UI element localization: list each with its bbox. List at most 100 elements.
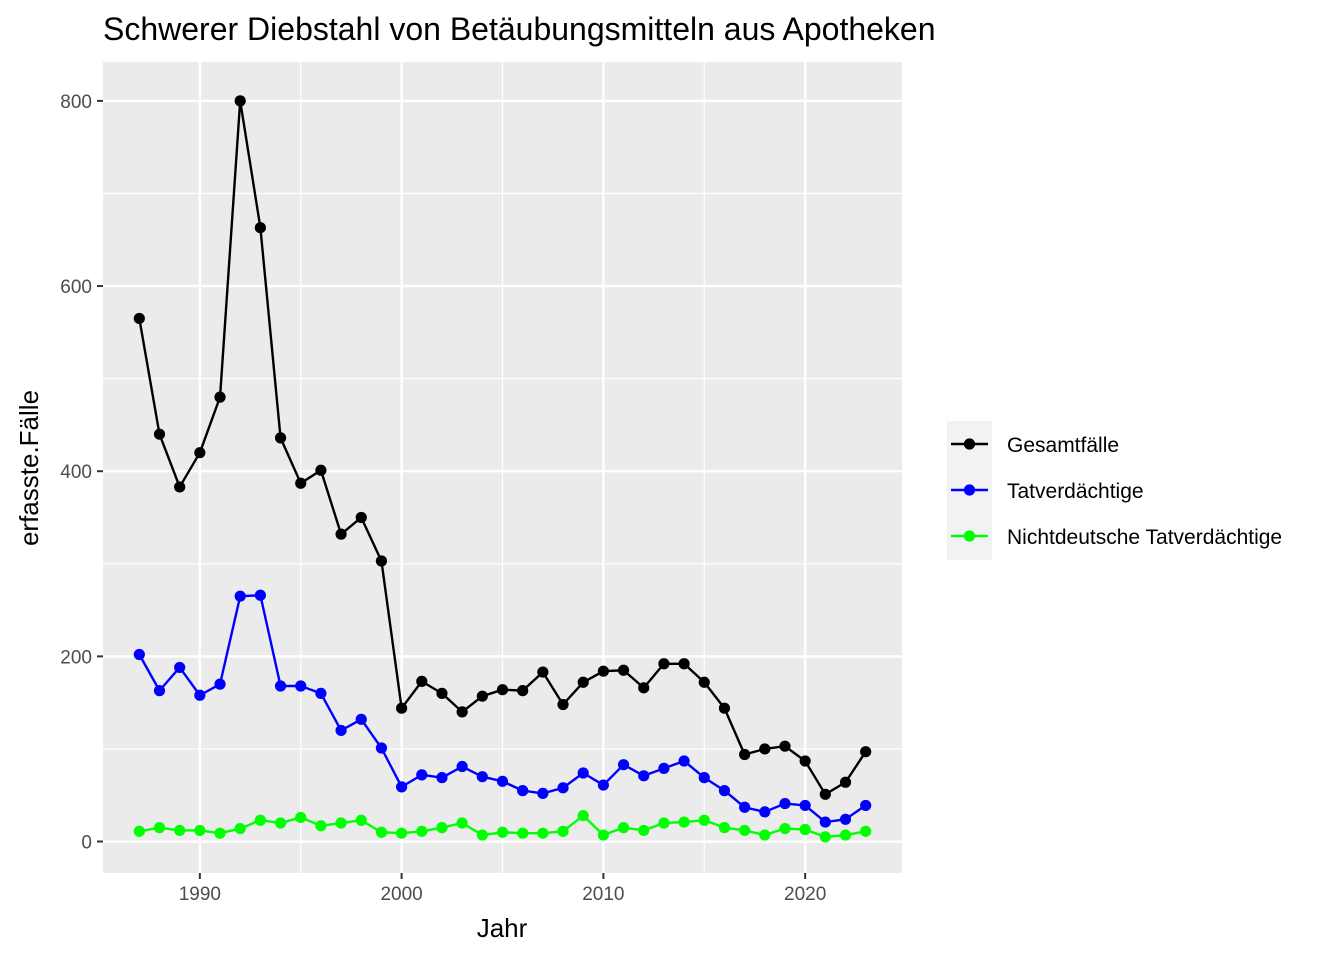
data-point [153,685,166,697]
data-point [779,740,791,752]
y-tick-label: 600 [60,277,92,298]
data-point [436,822,448,834]
data-point [517,685,529,697]
grid-major [103,62,902,873]
series-2 [133,810,872,843]
data-point [839,829,852,841]
data-point [799,755,811,767]
data-point [597,665,609,677]
data-point [698,772,710,784]
x-tick-label: 2010 [582,884,624,905]
data-point [638,682,650,694]
data-point [436,687,448,699]
legend-item: Nichtdeutsche Tatverdächtige [951,526,1282,549]
data-point [678,816,690,828]
series-0 [133,95,872,800]
data-point [416,675,428,687]
data-point [557,825,569,837]
data-point [597,829,609,841]
data-point [375,742,388,754]
data-point [295,811,307,824]
data-point [496,826,509,838]
data-point [658,817,670,829]
data-point [476,690,488,702]
data-point [739,801,751,813]
data-point [759,829,771,841]
grid-minor [98,62,902,873]
data-point [436,772,448,784]
data-point [718,702,731,714]
legend-label: Nichtdeutsche Tatverdächtige [1007,526,1282,549]
data-point [416,825,428,837]
y-axis-title: erfasste.Fälle [14,390,44,546]
data-point [194,447,206,459]
data-point [274,432,287,444]
x-tick-label: 2020 [784,884,826,905]
legend-key-point [963,438,976,450]
data-point [396,827,408,839]
data-point [779,822,791,835]
data-point [577,767,589,779]
data-point [537,787,549,799]
data-point [396,781,408,793]
data-point [638,770,650,782]
data-point [739,748,751,761]
data-point [133,825,145,837]
data-point [153,822,166,834]
y-tick-label: 200 [60,647,92,668]
data-point [839,776,852,788]
legend-item: Tatverdächtige [951,480,1144,503]
data-point [153,428,166,440]
data-point [456,706,468,718]
data-point [174,824,186,837]
data-point [174,481,186,493]
legend-label: Gesamtfälle [1007,434,1119,457]
data-point [315,687,327,699]
data-point [860,799,872,812]
legend-key-point [963,484,976,496]
data-point [577,676,589,688]
data-point [557,782,569,794]
data-point [315,820,327,832]
legend-label: Tatverdächtige [1007,480,1144,503]
data-point [678,755,690,767]
data-point [799,823,811,836]
x-axis-title: Jahr [477,913,528,943]
data-point [335,528,347,540]
data-point [577,810,589,822]
data-point [295,680,307,692]
chart-title: Schwerer Diebstahl von Betäubungsmitteln… [103,11,936,47]
data-point [759,806,771,818]
data-point [456,817,468,829]
y-tick-label: 800 [60,92,92,113]
data-point [355,713,367,725]
data-point [860,746,872,758]
data-point [617,664,630,676]
y-axis: 0 200 400 600 800 [60,92,103,854]
data-point [839,813,852,825]
data-point [295,477,307,489]
data-point [174,661,186,674]
data-point [476,829,488,841]
legend: Gesamtfälle Tatverdächtige Nichtdeutsche T… [947,421,1282,560]
data-point [254,589,266,601]
data-point [254,222,266,234]
data-point [214,678,226,690]
data-point [739,824,751,837]
data-point [718,822,731,834]
data-point [718,785,731,797]
legend-key-point [963,530,976,542]
data-point [375,555,388,567]
data-point [537,827,549,839]
data-point [698,814,710,826]
data-point [355,511,367,524]
x-axis: 1990 2000 2010 2020 [179,873,826,905]
data-point [234,590,246,602]
data-point [678,658,690,670]
data-point [799,799,811,812]
data-point [274,680,287,692]
data-point [496,684,509,696]
data-point [335,724,347,737]
data-point [133,648,145,661]
